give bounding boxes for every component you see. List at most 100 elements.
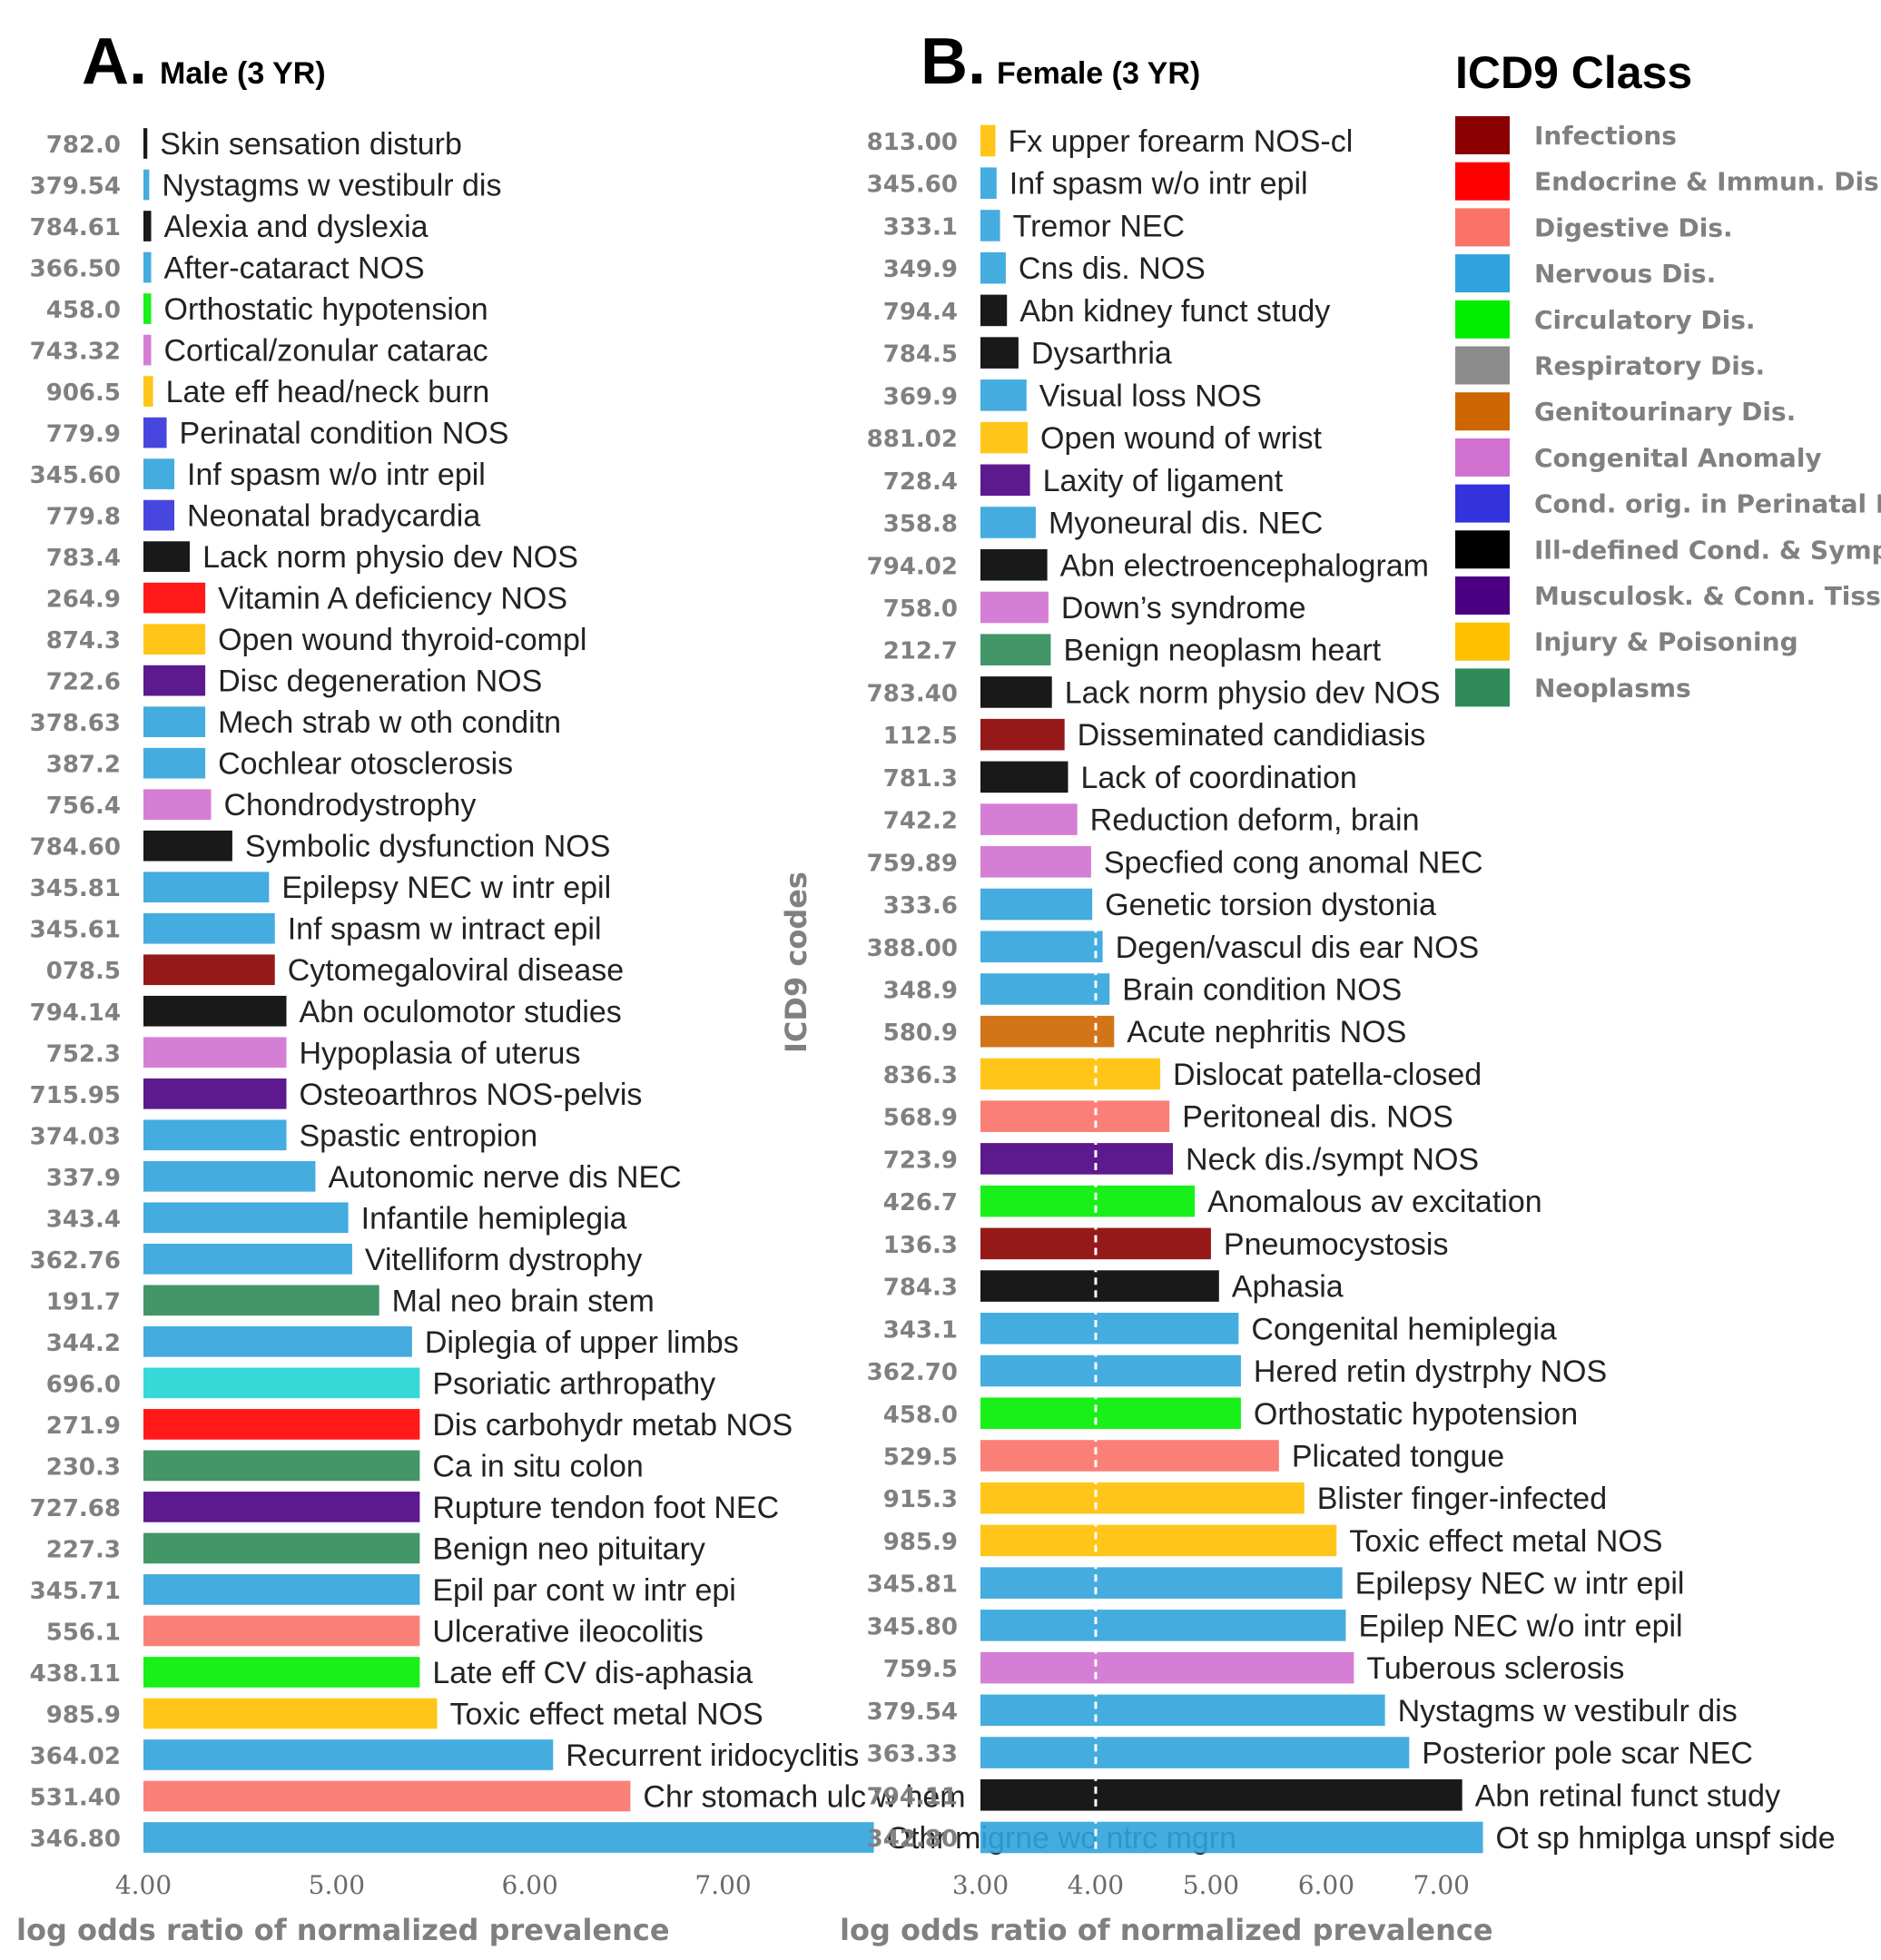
icd9-code-label: 364.02 xyxy=(30,1743,121,1770)
bar xyxy=(143,499,175,531)
bar-label: Reduction deform, brain xyxy=(1090,803,1420,838)
bar xyxy=(980,1185,1196,1217)
bar xyxy=(143,995,287,1027)
bar-label: Neck dis./sympt NOS xyxy=(1186,1142,1479,1177)
bar xyxy=(143,1780,631,1812)
legend-label: Respiratory Dis. xyxy=(1534,351,1765,381)
legend-label: Ill-defined Cond. & Symp. xyxy=(1534,535,1881,565)
icd9-code-label: 985.9 xyxy=(883,1529,958,1556)
bar xyxy=(143,293,152,324)
icd9-code-label: 784.5 xyxy=(883,341,958,369)
bar-label: Posterior pole scar NEC xyxy=(1422,1737,1753,1771)
bar xyxy=(980,1610,1346,1641)
bar-label: Dysarthria xyxy=(1031,337,1172,371)
bar-label: Nystagms w vestibulr dis xyxy=(1398,1694,1738,1729)
icd9-code-label: 783.4 xyxy=(46,545,121,572)
icd9-code-label: 345.80 xyxy=(867,1613,958,1640)
bar-label: Skin sensation disturb xyxy=(160,127,462,162)
bar-label: After-cataract NOS xyxy=(164,251,425,286)
bar xyxy=(143,1615,420,1647)
icd9-code-label: 723.9 xyxy=(883,1147,958,1174)
panel-b-female-chart: B. Female (3 YR) 813.00 Fx upper forearm NO… xyxy=(840,25,1836,1947)
bar-label: Rupture tendon foot NEC xyxy=(432,1491,779,1525)
bar-label: Plicated tongue xyxy=(1292,1439,1504,1473)
icd9-code-label: 387.2 xyxy=(46,752,121,779)
icd9-code-label: 715.95 xyxy=(30,1082,121,1109)
icd9-code-label: 458.0 xyxy=(883,1402,958,1429)
x-tick-label: 7.00 xyxy=(694,1870,751,1900)
bar-label: Cortical/zonular catarac xyxy=(164,334,488,369)
bar xyxy=(980,1482,1305,1514)
bar xyxy=(980,167,997,200)
bar xyxy=(143,665,206,696)
legend-swatch xyxy=(1455,300,1510,339)
y-axis-title: ICD9 codes xyxy=(779,872,813,1053)
bar xyxy=(980,210,1000,241)
legend-swatch xyxy=(1455,668,1510,707)
bar-label: Infantile hemiplegia xyxy=(361,1201,627,1236)
bar-label: Cns dis. NOS xyxy=(1019,251,1206,286)
icd9-code-label: 784.3 xyxy=(883,1275,958,1302)
bar-label: Toxic effect metal NOS xyxy=(450,1697,763,1731)
bar-label: Lack norm physio dev NOS xyxy=(202,540,578,575)
bar-label: Late eff CV dis-aphasia xyxy=(432,1656,753,1690)
bar xyxy=(143,1037,287,1069)
bar-label: Degen/vascul dis ear NOS xyxy=(1116,931,1480,965)
bar xyxy=(143,872,270,903)
bar-label: Ca in situ colon xyxy=(432,1449,643,1483)
legend-swatch xyxy=(1455,484,1510,523)
bar xyxy=(980,1524,1337,1557)
bar xyxy=(980,1440,1279,1472)
panel-title: Female (3 YR) xyxy=(997,56,1200,91)
bar-label: Psoriatic arthropathy xyxy=(432,1366,715,1401)
bar-label: Blister finger-infected xyxy=(1317,1482,1607,1516)
bar-label: Congenital hemiplegia xyxy=(1251,1312,1557,1346)
bar-label: Autonomic nerve dis NEC xyxy=(328,1160,681,1195)
icd9-code-label: 794.14 xyxy=(30,1000,121,1027)
bar xyxy=(980,1821,1483,1854)
icd9-code-label: 779.9 xyxy=(46,421,121,448)
bar-label: Abn oculomotor studies xyxy=(300,995,622,1029)
bar-label: Anomalous av excitation xyxy=(1207,1185,1542,1219)
icd9-code-label: 374.03 xyxy=(30,1123,121,1150)
legend-swatch xyxy=(1455,116,1510,154)
bar xyxy=(980,718,1065,751)
x-tick-label: 6.00 xyxy=(1298,1870,1354,1900)
bar-label: Disseminated candidiasis xyxy=(1078,718,1426,753)
legend-label: Circulatory Dis. xyxy=(1534,305,1756,335)
bar xyxy=(980,421,1029,454)
icd9-code-label: 759.5 xyxy=(883,1656,958,1683)
icd9-code-label: 363.33 xyxy=(867,1741,958,1768)
icd9-code-label: 345.61 xyxy=(30,917,121,944)
icd9-code-label: 438.11 xyxy=(30,1660,121,1688)
bar-label: Dislocat patella-closed xyxy=(1173,1058,1482,1092)
bar-label: Vitamin A deficiency NOS xyxy=(218,582,567,616)
bar xyxy=(143,1739,554,1770)
bar-label: Mech strab w oth conditn xyxy=(218,705,561,740)
icd9-code-label: 915.3 xyxy=(883,1486,958,1513)
bar-label: Down’s syndrome xyxy=(1061,591,1306,625)
legend-label: Injury & Poisoning xyxy=(1534,627,1798,657)
bar-label: Diplegia of upper limbs xyxy=(425,1325,739,1360)
bar-label: Cytomegaloviral disease xyxy=(288,953,624,988)
x-tick-label: 6.00 xyxy=(502,1870,558,1900)
bar xyxy=(980,1737,1410,1768)
legend-swatch xyxy=(1455,392,1510,431)
icd9-code-label: 343.1 xyxy=(883,1316,958,1344)
bar-label: Specfied cong anomal NEC xyxy=(1104,845,1483,880)
icd9-code-label: 362.76 xyxy=(30,1247,121,1275)
bar xyxy=(980,888,1093,921)
bar xyxy=(143,1657,420,1688)
legend-swatch xyxy=(1455,254,1510,293)
bar-label: Spastic entropion xyxy=(300,1118,538,1153)
icd9-code-label: 345.60 xyxy=(867,172,958,199)
icd9-code-label: 727.68 xyxy=(30,1495,121,1522)
icd9-code-label: 369.9 xyxy=(883,383,958,410)
bar xyxy=(980,1058,1161,1090)
bar xyxy=(143,1450,420,1482)
panel-title: Male (3 YR) xyxy=(160,56,326,91)
icd9-code-label: 343.4 xyxy=(46,1206,121,1233)
bar xyxy=(980,931,1103,963)
bar-label: Ulcerative ileocolitis xyxy=(432,1614,704,1649)
bar xyxy=(980,1313,1239,1344)
